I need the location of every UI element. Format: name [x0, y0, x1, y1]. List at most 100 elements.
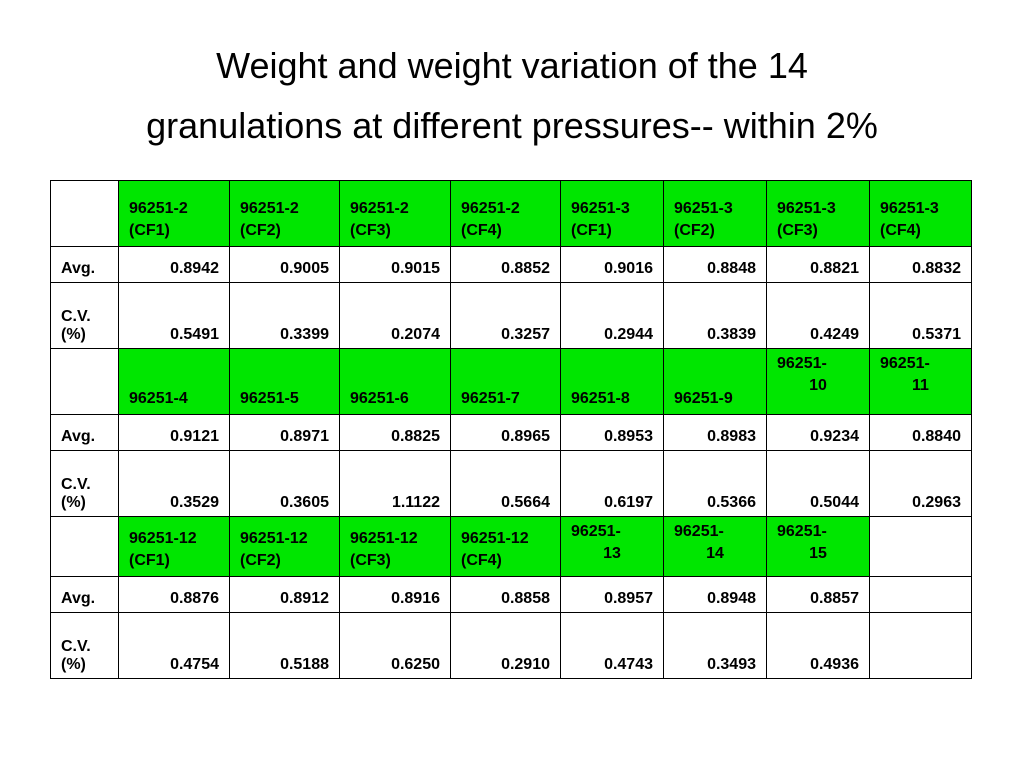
avg-label: Avg. [50, 414, 119, 451]
batch-header-cell: 96251-12 (CF1) [118, 516, 230, 577]
batch-header-cell: 96251-8 [560, 348, 664, 415]
avg-value: 0.8858 [450, 576, 561, 613]
batch-suffix: (CF3) [350, 222, 391, 239]
batch-suffix: (CF2) [674, 222, 715, 239]
batch-header-cell: 96251-2 (CF2) [229, 180, 340, 247]
batch-suffix: 14 [706, 545, 724, 562]
batch-id: 96251-12 [350, 530, 418, 547]
avg-label: Avg. [50, 246, 119, 283]
avg-value: 0.8840 [869, 414, 972, 451]
avg-value: 0.8965 [450, 414, 561, 451]
cv-value: 0.2944 [560, 282, 664, 349]
batch-header-cell: 96251- 14 [663, 516, 767, 577]
batch-header-cell: 96251-7 [450, 348, 561, 415]
avg-value: 0.8957 [560, 576, 664, 613]
batch-id: 96251-2 [129, 200, 188, 217]
cv-value: 0.5044 [766, 450, 870, 517]
avg-value: 0.8971 [229, 414, 340, 451]
weight-table: 96251-2 (CF1) 96251-2 (CF2) 96251-2 (CF3) 9625… [50, 180, 972, 679]
batch-suffix: (CF2) [240, 552, 281, 569]
cv-value: 0.5366 [663, 450, 767, 517]
cv-row: C.V. (%) 0.4754 0.5188 0.6250 0.2910 0.4743 0.3… [50, 612, 972, 679]
cv-value: 0.2074 [339, 282, 451, 349]
cv-label-line2: (%) [61, 494, 86, 511]
cv-value: 1.1122 [339, 450, 451, 517]
batch-header-cell: 96251-3 (CF1) [560, 180, 664, 247]
batch-suffix: 15 [809, 545, 827, 562]
batch-header-cell: 96251-3 (CF3) [766, 180, 870, 247]
empty-cell [869, 612, 972, 679]
cv-row: C.V. (%) 0.3529 0.3605 1.1122 0.5664 0.6197 0.5… [50, 450, 972, 517]
batch-header-cell: 96251-2 (CF1) [118, 180, 230, 247]
batch-id: 96251-5 [240, 390, 299, 407]
batch-header-cell: 96251- 11 [869, 348, 972, 415]
title-line-1: Weight and weight variation of the 14 [216, 45, 808, 86]
batch-header-cell: 96251- 10 [766, 348, 870, 415]
cv-label-line1: C.V. [61, 476, 91, 493]
avg-value: 0.8832 [869, 246, 972, 283]
empty-cell [869, 576, 972, 613]
avg-value: 0.9016 [560, 246, 664, 283]
batch-id: 96251-12 [240, 530, 308, 547]
batch-id: 96251- [880, 355, 930, 372]
cv-value: 0.6250 [339, 612, 451, 679]
batch-header-cell: 96251-3 (CF4) [869, 180, 972, 247]
batch-suffix: (CF1) [129, 552, 170, 569]
batch-suffix: 11 [912, 377, 929, 394]
batch-header-cell: 96251- 13 [560, 516, 664, 577]
header-row: 96251-2 (CF1) 96251-2 (CF2) 96251-2 (CF3) 9625… [50, 180, 972, 247]
avg-value: 0.9234 [766, 414, 870, 451]
batch-id: 96251-3 [777, 200, 836, 217]
avg-value: 0.8983 [663, 414, 767, 451]
batch-id: 96251-4 [129, 390, 188, 407]
avg-value: 0.8953 [560, 414, 664, 451]
batch-header-cell: 96251-2 (CF4) [450, 180, 561, 247]
avg-value: 0.8852 [450, 246, 561, 283]
batch-header-cell: 96251-5 [229, 348, 340, 415]
cv-value: 0.4743 [560, 612, 664, 679]
batch-header-cell: 96251-3 (CF2) [663, 180, 767, 247]
batch-header-cell: 96251-12 (CF3) [339, 516, 451, 577]
avg-label: Avg. [50, 576, 119, 613]
cv-value: 0.3839 [663, 282, 767, 349]
cv-label-line2: (%) [61, 656, 86, 673]
cv-value: 0.3399 [229, 282, 340, 349]
empty-cell [869, 516, 972, 577]
batch-id: 96251- [777, 523, 827, 540]
header-row: 96251-4 96251-5 96251-6 96251-7 96251-8 96251… [50, 348, 972, 415]
batch-id: 96251- [777, 355, 827, 372]
batch-id: 96251-7 [461, 390, 520, 407]
avg-value: 0.9015 [339, 246, 451, 283]
batch-id: 96251-12 [129, 530, 197, 547]
avg-row: Avg. 0.8942 0.9005 0.9015 0.8852 0.9016 0.8848… [50, 246, 972, 283]
cv-value: 0.5371 [869, 282, 972, 349]
cv-value: 0.3257 [450, 282, 561, 349]
batch-suffix: (CF4) [880, 222, 921, 239]
batch-id: 96251-3 [880, 200, 939, 217]
avg-value: 0.8912 [229, 576, 340, 613]
batch-header-cell: 96251-2 (CF3) [339, 180, 451, 247]
cv-value: 0.5188 [229, 612, 340, 679]
batch-suffix: (CF2) [240, 222, 281, 239]
avg-value: 0.8916 [339, 576, 451, 613]
batch-id: 96251-3 [674, 200, 733, 217]
avg-value: 0.8821 [766, 246, 870, 283]
batch-suffix: 10 [809, 377, 827, 394]
batch-header-cell: 96251-12 (CF4) [450, 516, 561, 577]
cv-value: 0.2910 [450, 612, 561, 679]
batch-id: 96251- [571, 523, 621, 540]
slide-title: Weight and weight variation of the 14 gr… [0, 36, 1024, 156]
batch-id: 96251-12 [461, 530, 529, 547]
cv-label: C.V. (%) [50, 282, 119, 349]
avg-value: 0.8942 [118, 246, 230, 283]
cv-label: C.V. (%) [50, 450, 119, 517]
cv-value: 0.4754 [118, 612, 230, 679]
avg-value: 0.8948 [663, 576, 767, 613]
avg-value: 0.8825 [339, 414, 451, 451]
batch-id: 96251- [674, 523, 724, 540]
cv-label-line1: C.V. [61, 308, 91, 325]
batch-id: 96251-6 [350, 390, 409, 407]
batch-suffix: (CF4) [461, 552, 502, 569]
batch-suffix: (CF3) [777, 222, 818, 239]
corner-cell [50, 516, 119, 577]
